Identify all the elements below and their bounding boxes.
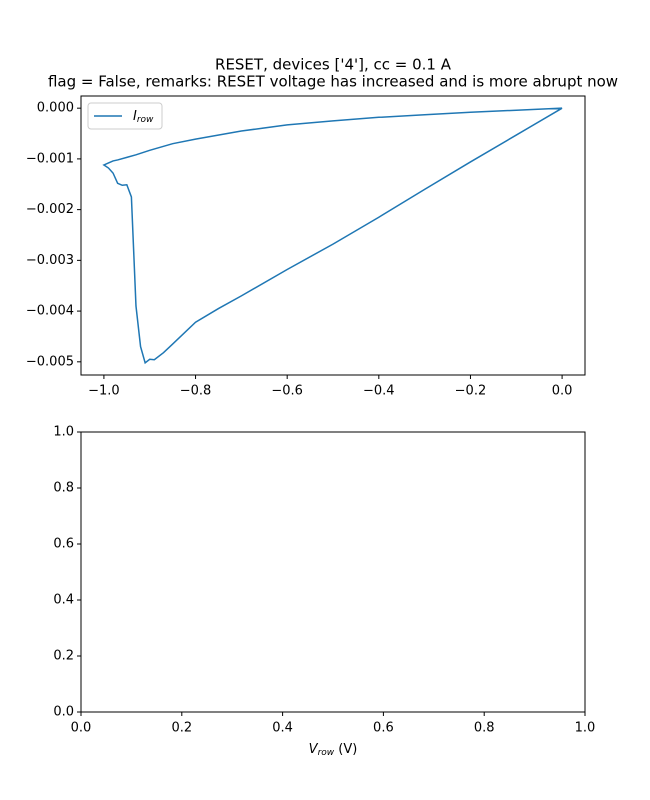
y-tick-label: 0.8 — [53, 481, 74, 496]
x-label-unit: (V) — [334, 742, 357, 757]
chart-title: flag = False, remarks: RESET voltage has… — [48, 73, 618, 91]
x-tick-label: −0.6 — [271, 384, 303, 399]
y-tick-label: 0.0 — [53, 705, 74, 720]
legend-label: Irow — [133, 109, 154, 125]
plot-area — [81, 432, 585, 712]
x-tick-label: −0.8 — [180, 384, 212, 399]
y-tick-label: −0.003 — [26, 253, 74, 268]
y-tick-label: −0.002 — [26, 202, 74, 217]
y-tick-label: −0.004 — [26, 304, 74, 319]
y-tick-label: 0.000 — [37, 101, 74, 116]
x-tick-label: −1.0 — [88, 384, 120, 399]
x-tick-label: −0.2 — [455, 384, 487, 399]
y-tick-label: 0.6 — [53, 537, 74, 552]
y-tick-label: 1.0 — [53, 425, 74, 440]
y-tick-label: −0.005 — [26, 354, 74, 369]
data-line — [102, 107, 563, 365]
y-tick-label: 0.2 — [53, 649, 74, 664]
y-tick-label: 0.4 — [53, 593, 74, 608]
x-tick-label: 0.2 — [171, 721, 192, 736]
x-label-symbol: V — [309, 742, 319, 757]
chart-title: RESET, devices ['4'], cc = 0.1 A — [215, 56, 452, 74]
y-tick-label: −0.001 — [26, 151, 74, 166]
x-tick-label: 0.8 — [474, 721, 495, 736]
plot-area — [81, 96, 585, 375]
legend-box — [87, 102, 163, 130]
x-tick-label: 0.0 — [71, 721, 92, 736]
legend-subscript: row — [137, 115, 154, 125]
x-tick-label: 0.6 — [373, 721, 394, 736]
x-tick-label: 0.0 — [552, 384, 573, 399]
x-axis-label: Vrow (V) — [309, 742, 358, 758]
axes-frame — [80, 95, 586, 376]
axes-frame — [80, 431, 586, 713]
legend-name: I — [133, 109, 137, 124]
x-label-subscript: row — [318, 748, 335, 758]
x-tick-label: −0.4 — [363, 384, 395, 399]
x-tick-label: 0.4 — [272, 721, 293, 736]
x-tick-label: 1.0 — [575, 721, 596, 736]
